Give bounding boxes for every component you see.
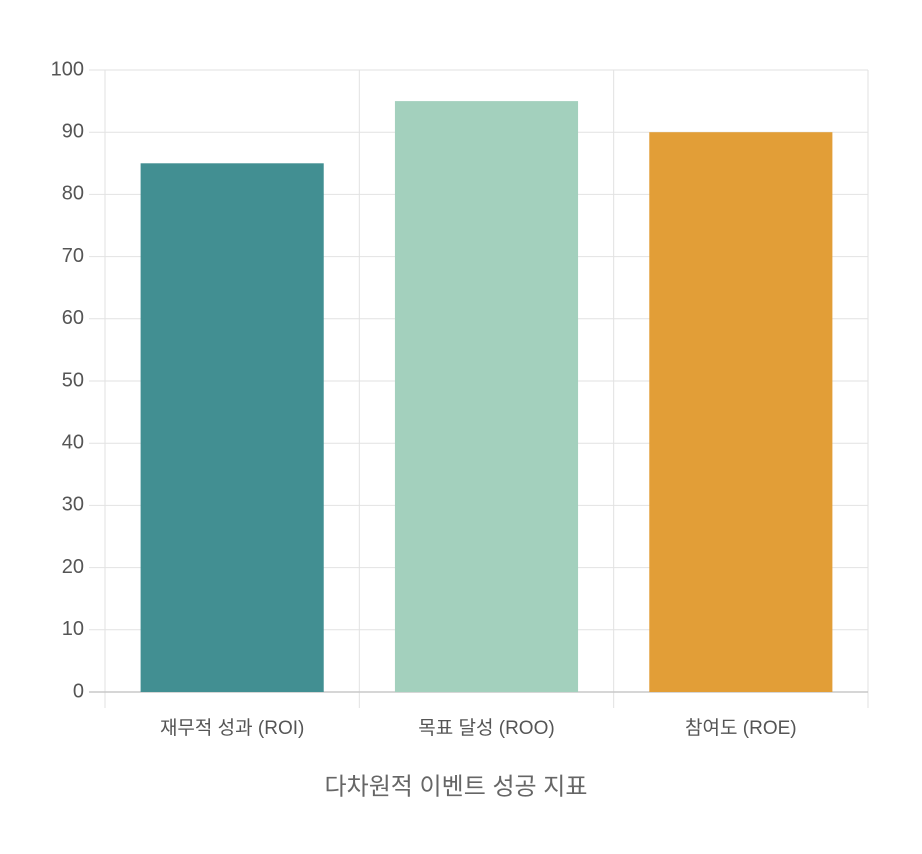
bar [649, 132, 833, 692]
bar [140, 163, 324, 693]
y-tick-label: 10 [62, 618, 84, 640]
y-tick-label: 60 [62, 307, 84, 329]
y-tick-label: 40 [62, 431, 84, 453]
y-tick-label: 80 [62, 183, 84, 205]
x-axis-title: 다차원적 이벤트 성공 지표 [325, 773, 588, 800]
x-tick-label: 참여도 (ROE) [685, 717, 797, 739]
x-tick-label: 재무적 성과 (ROI) [160, 717, 304, 739]
y-tick-label: 90 [62, 120, 84, 142]
y-tick-label: 20 [62, 556, 84, 578]
y-tick-label: 30 [62, 494, 84, 516]
y-tick-label: 100 [51, 58, 84, 80]
y-tick-label: 50 [62, 369, 84, 391]
y-tick-label: 0 [73, 680, 84, 702]
x-tick-label: 목표 달성 (ROO) [418, 717, 554, 739]
y-tick-label: 70 [62, 245, 84, 267]
bar [394, 101, 579, 693]
